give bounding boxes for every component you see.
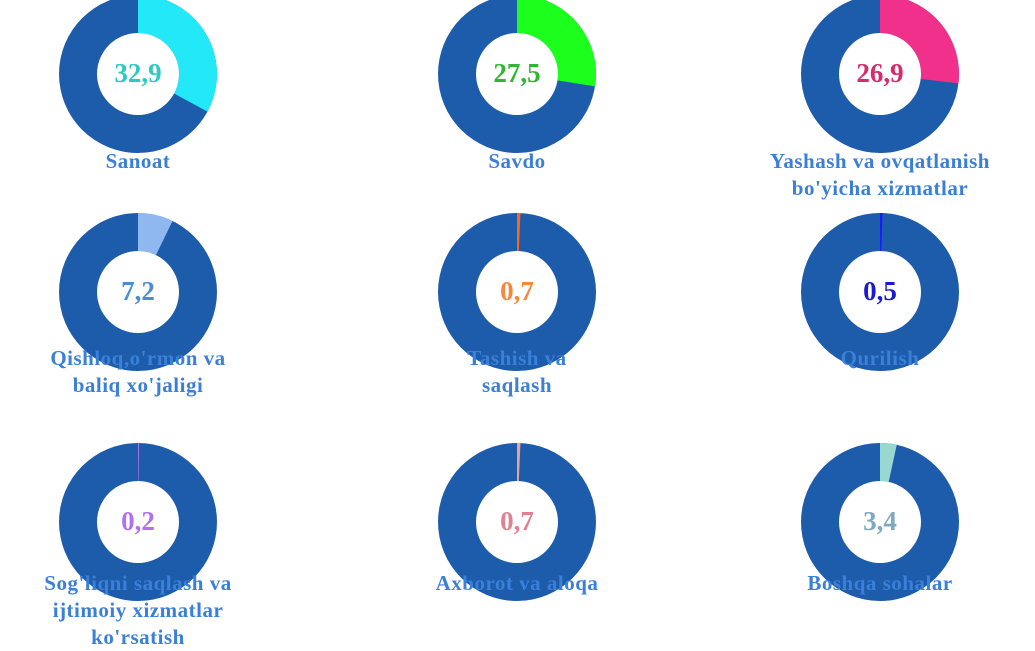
value-label: 32,9 — [114, 58, 161, 88]
donut-hole — [476, 481, 558, 563]
donut-segment — [517, 213, 521, 252]
value-label: 0,2 — [121, 506, 155, 536]
value-label: 0,5 — [863, 276, 897, 306]
donut-title: Sog'liqni saqlash va — [44, 571, 231, 595]
donut-title: bo'yicha xizmatlar — [792, 176, 968, 200]
value-label: 27,5 — [493, 58, 540, 88]
donut-segment — [138, 213, 173, 256]
donut-title: baliq xo'jaligi — [73, 373, 204, 397]
donut-segment — [880, 443, 897, 482]
donut-title: Axborot va aloqa — [436, 571, 599, 595]
value-label: 0,7 — [500, 276, 534, 306]
donut-title: Savdo — [488, 149, 545, 173]
donut-segment — [517, 0, 596, 87]
donut-title: Tashish va — [467, 346, 566, 370]
donut-segment — [138, 443, 139, 482]
donut-hole — [476, 33, 558, 115]
donut-title: Qurilish — [841, 346, 920, 370]
donut-hole — [97, 33, 179, 115]
donut-hole — [839, 251, 921, 333]
donut-segment — [517, 443, 521, 482]
donut-title: Qishloq,o'rmon va — [50, 346, 225, 370]
donut-hole — [97, 251, 179, 333]
donut-title: Sanoat — [106, 149, 171, 173]
donut-segment — [880, 0, 959, 84]
donut-hole — [839, 33, 921, 115]
donut-title: Yashash va ovqatlanish — [770, 149, 990, 173]
value-label: 26,9 — [856, 58, 903, 88]
donut-segment — [138, 0, 217, 112]
donut-hole — [476, 251, 558, 333]
donut-title: saqlash — [482, 373, 552, 397]
value-label: 3,4 — [863, 506, 897, 536]
value-label: 0,7 — [500, 506, 534, 536]
value-label: 7,2 — [121, 276, 155, 306]
donut-title: ko'rsatish — [91, 625, 185, 649]
donut-hole — [97, 481, 179, 563]
donut-segment — [880, 213, 883, 252]
donut-hole — [839, 481, 921, 563]
donut-title: ijtimoiy xizmatlar — [53, 598, 224, 622]
donut-title: Boshqa sohalar — [807, 571, 952, 595]
